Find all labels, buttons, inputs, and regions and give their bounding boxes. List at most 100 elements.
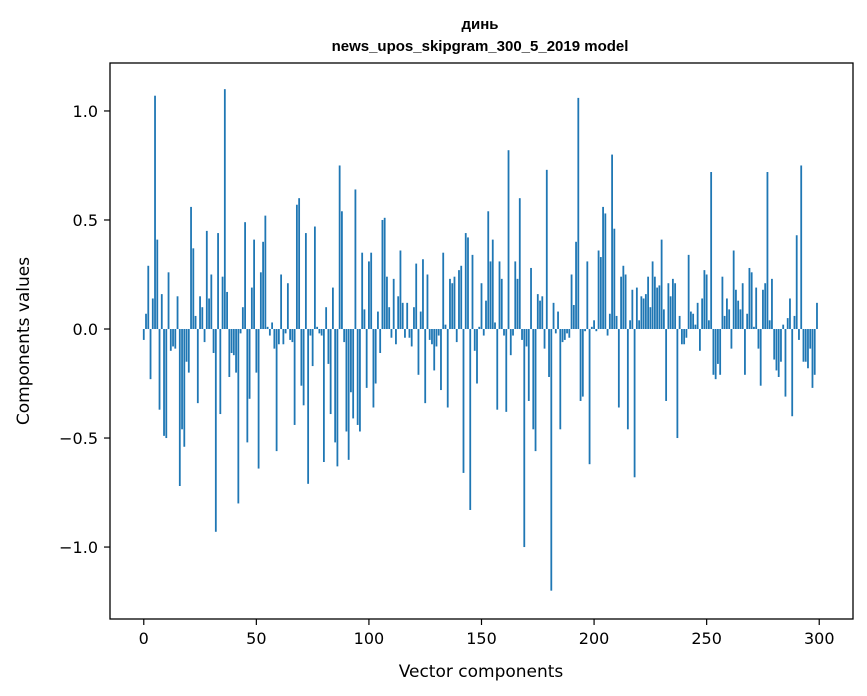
bar-295	[807, 329, 809, 369]
bar-235	[671, 278, 674, 330]
bar-25	[199, 296, 201, 330]
bar-44	[241, 307, 244, 329]
bar-254	[714, 329, 717, 380]
bar-252	[710, 172, 713, 330]
bar-145	[469, 329, 472, 510]
x-ticks: 0 50 100 150 200 250 300	[139, 619, 835, 648]
bar-260	[728, 309, 731, 329]
bar-232	[665, 329, 668, 401]
bar-229	[658, 285, 661, 330]
bar-243	[689, 311, 692, 329]
bar-187	[563, 329, 566, 340]
bar-222	[642, 298, 645, 330]
bar-110	[390, 329, 393, 338]
bar-13	[172, 329, 174, 347]
bar-129	[433, 329, 436, 371]
bar-175	[536, 294, 539, 330]
bar-284	[782, 324, 785, 330]
bar-272	[755, 287, 758, 330]
bar-111	[392, 278, 395, 330]
bar-246	[696, 302, 699, 329]
bar-198	[588, 329, 591, 465]
bar-214	[624, 274, 627, 330]
bar-98	[363, 309, 366, 329]
bar-1	[145, 313, 147, 330]
bar-207	[608, 313, 611, 330]
bar-14	[174, 329, 177, 349]
bar-180	[548, 329, 550, 377]
bar-161	[505, 329, 508, 412]
bars-group	[142, 89, 818, 591]
x-tick-label-150: 150	[466, 629, 497, 648]
bar-130	[435, 329, 438, 347]
bar-36	[223, 89, 226, 329]
bar-123	[419, 311, 422, 329]
bar-45	[244, 222, 246, 330]
bar-155	[491, 239, 494, 330]
bar-70	[300, 329, 303, 386]
bar-16	[178, 329, 181, 486]
bar-55	[266, 326, 269, 330]
bar-258	[723, 315, 726, 330]
bar-102	[372, 329, 375, 408]
bar-296	[809, 329, 812, 349]
bar-144	[467, 237, 469, 330]
bar-4	[151, 298, 154, 330]
x-tick-label-100: 100	[354, 629, 385, 648]
bar-227	[653, 276, 656, 330]
bar-211	[617, 329, 620, 408]
bar-199	[590, 326, 593, 330]
bar-225	[649, 307, 652, 329]
bar-217	[631, 289, 634, 330]
bar-119	[410, 329, 413, 347]
bar-133	[442, 252, 445, 329]
bar-197	[586, 261, 589, 330]
bar-48	[250, 287, 253, 330]
bar-233	[667, 283, 670, 330]
bar-273	[757, 329, 760, 349]
bar-262	[732, 250, 735, 329]
y-tick-label-1: −0.5	[59, 429, 98, 448]
bar-228	[656, 287, 659, 330]
bar-163	[509, 329, 512, 356]
bar-125	[424, 329, 427, 404]
bar-15	[176, 296, 179, 330]
bar-52	[259, 272, 262, 330]
bar-178	[543, 329, 546, 349]
bar-172	[530, 267, 532, 330]
bar-79	[320, 329, 323, 336]
bar-213	[622, 265, 625, 330]
bar-171	[527, 329, 530, 401]
bar-181	[550, 329, 553, 591]
bar-89	[343, 329, 346, 343]
bar-9	[163, 329, 165, 436]
bar-183	[554, 329, 557, 334]
bar-75	[311, 329, 314, 367]
bar-0	[142, 329, 145, 340]
bar-221	[640, 296, 643, 330]
chart-subtitle: news_upos_skipgram_300_5_2019 model	[332, 38, 629, 55]
bar-294	[804, 329, 807, 362]
bar-95	[356, 329, 359, 425]
bar-240	[683, 329, 686, 345]
bar-271	[753, 326, 755, 330]
bar-156	[494, 322, 496, 330]
bar-185	[559, 329, 562, 430]
bar-141	[460, 265, 463, 330]
bar-20	[187, 329, 190, 373]
bar-288	[791, 329, 794, 417]
bar-69	[298, 198, 301, 329]
bar-22	[192, 248, 195, 329]
bar-292	[800, 165, 803, 330]
bar-231	[662, 309, 665, 329]
bar-127	[428, 329, 431, 340]
bar-94	[354, 189, 357, 330]
bar-56	[268, 329, 271, 336]
bar-290	[795, 235, 798, 330]
bar-285	[784, 329, 787, 397]
bar-259	[726, 298, 728, 330]
bar-241	[685, 329, 688, 338]
bar-33	[217, 233, 219, 330]
bar-287	[789, 298, 791, 330]
bar-84	[332, 287, 334, 330]
